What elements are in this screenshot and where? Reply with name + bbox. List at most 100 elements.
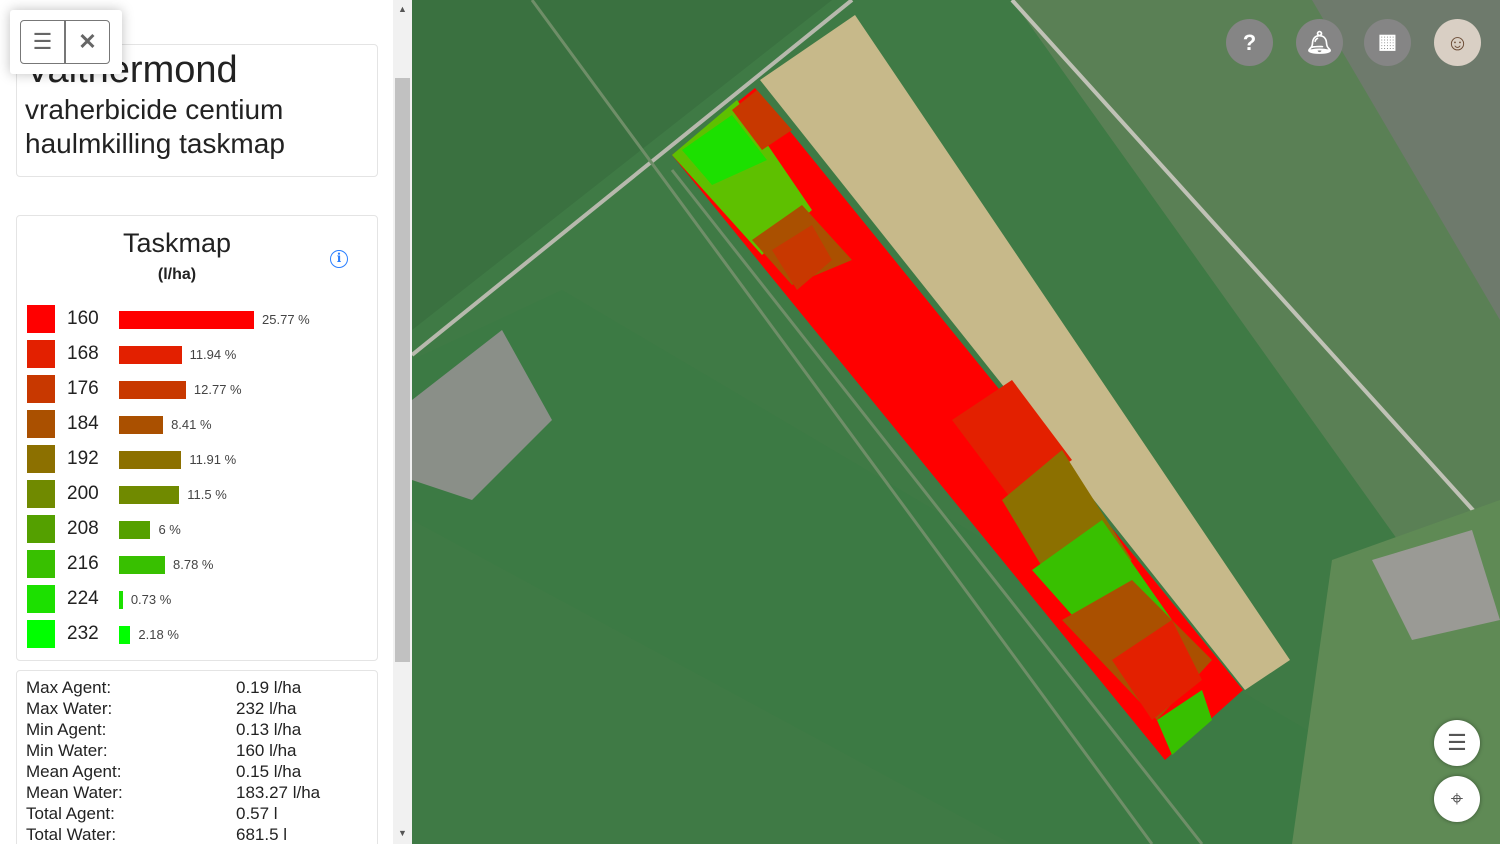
legend-item: 176 12.77 % <box>27 375 367 403</box>
side-panel: Valthermond vraherbicide centium haulmki… <box>0 0 412 844</box>
avatar-face-icon: ☺ <box>1446 30 1469 55</box>
stat-row: Total Water: 681.5 l <box>26 824 368 844</box>
legend-percent: 12.77 % <box>193 382 242 397</box>
legend-swatch <box>27 410 55 438</box>
legend-value: 200 <box>67 483 99 504</box>
stat-label: Max Agent: <box>26 678 112 697</box>
stat-row: Mean Water: 183.27 l/ha <box>26 782 368 803</box>
legend-bar <box>119 556 165 574</box>
stats-card: Max Agent: 0.19 l/ha Max Water: 232 l/ha Min… <box>16 670 378 844</box>
map-view[interactable]: ? 🔔︎ ▦ ☺ ☰ ⌖ <box>412 0 1500 844</box>
scroll-down-icon[interactable]: ▼ <box>398 828 407 838</box>
bell-icon: 🔔︎ <box>1305 30 1334 55</box>
stat-row: Max Water: 232 l/ha <box>26 698 368 719</box>
close-icon: ✕ <box>78 29 97 54</box>
info-icon[interactable]: i <box>330 250 348 268</box>
stat-label: Total Water: <box>26 825 117 844</box>
legend-percent: 11.94 % <box>189 347 237 362</box>
legend-value: 176 <box>67 378 99 399</box>
legend-swatch <box>27 445 55 473</box>
stat-label: Total Agent: <box>26 804 115 823</box>
legend-item: 216 8.78 % <box>27 550 367 578</box>
stat-row: Total Agent: 0.57 l <box>26 803 368 824</box>
legend-value: 232 <box>67 623 99 644</box>
legend-bar <box>119 591 123 609</box>
legend-swatch <box>27 305 55 333</box>
hamburger-icon: ☰ <box>32 29 53 54</box>
stat-label: Mean Water: <box>26 783 123 802</box>
scrollbar-thumb[interactable] <box>395 78 410 662</box>
satellite-map <box>412 0 1500 844</box>
legend-bar <box>119 416 164 434</box>
legend-swatch <box>27 515 55 543</box>
legend-bar <box>119 521 151 539</box>
notifications-button[interactable]: 🔔︎ <box>1296 19 1343 66</box>
legend-value: 160 <box>67 308 99 329</box>
apps-button[interactable]: ▦ <box>1364 19 1411 66</box>
legend-value: 224 <box>67 588 99 609</box>
stat-value: 0.13 l/ha <box>236 720 302 739</box>
stat-row: Mean Agent: 0.15 l/ha <box>26 761 368 782</box>
panel-scrollbar[interactable]: ▲ ▼ <box>393 0 412 844</box>
legend-bar <box>119 626 131 644</box>
legend-item: 160 25.77 % <box>27 305 367 333</box>
legend-card: Taskmap (l/ha) i 160 25.77 % 168 11.94 %… <box>16 215 378 661</box>
menu-button[interactable]: ☰ <box>20 20 65 64</box>
legend-bar <box>119 381 186 399</box>
legend-percent: 2.18 % <box>138 627 179 642</box>
legend-title: Taskmap <box>122 228 232 258</box>
stat-value: 183.27 l/ha <box>236 783 321 802</box>
stat-value: 0.19 l/ha <box>236 678 302 697</box>
legend-percent: 25.77 % <box>262 312 310 327</box>
panel-toolbox: ☰ ✕ <box>10 10 122 74</box>
legend-item: 232 2.18 % <box>27 620 367 648</box>
stat-value: 232 l/ha <box>236 699 297 718</box>
legend-percent: 8.41 % <box>171 417 212 432</box>
legend-item: 168 11.94 % <box>27 340 367 368</box>
legend-value: 216 <box>67 553 99 574</box>
legend-percent: 8.78 % <box>173 557 214 572</box>
legend-bar <box>119 486 180 504</box>
legend-swatch <box>27 620 55 648</box>
legend-percent: 11.5 % <box>187 487 227 502</box>
legend-item: 192 11.91 % <box>27 445 367 473</box>
user-avatar[interactable]: ☺ <box>1434 19 1481 66</box>
legend-swatch <box>27 585 55 613</box>
legend-bar <box>119 311 255 329</box>
legend-bar <box>119 346 182 364</box>
legend-swatch <box>27 480 55 508</box>
locate-button[interactable]: ⌖ <box>1434 776 1480 822</box>
locate-icon: ⌖ <box>1450 786 1464 811</box>
stat-row: Min Water: 160 l/ha <box>26 740 368 761</box>
legend-value: 192 <box>67 448 99 469</box>
legend-percent: 0.73 % <box>130 592 172 607</box>
legend-item: 224 0.73 % <box>27 585 367 613</box>
scroll-up-icon[interactable]: ▲ <box>398 4 407 14</box>
apps-grid-icon: ▦ <box>1378 31 1397 53</box>
legend-swatch <box>27 340 55 368</box>
field-boundary <box>760 15 1290 690</box>
help-button[interactable]: ? <box>1226 19 1273 66</box>
legend-value: 168 <box>67 343 99 364</box>
taskmap-subtitle: vraherbicide centium haulmkilling taskma… <box>25 94 285 159</box>
stat-row: Max Agent: 0.19 l/ha <box>26 677 368 698</box>
legend-bar <box>119 451 182 469</box>
close-button[interactable]: ✕ <box>65 20 110 64</box>
stat-label: Min Water: <box>26 741 108 760</box>
legend-item: 184 8.41 % <box>27 410 367 438</box>
stat-value: 681.5 l <box>236 825 288 844</box>
help-icon: ? <box>1242 30 1257 55</box>
legend-unit: (l/ha) <box>157 266 197 283</box>
legend-percent: 6 % <box>158 522 181 537</box>
stat-label: Min Agent: <box>26 720 107 739</box>
stat-label: Max Water: <box>26 699 113 718</box>
stat-value: 0.15 l/ha <box>236 762 302 781</box>
layers-icon: ☰ <box>1447 730 1467 755</box>
legend-value: 208 <box>67 518 99 539</box>
stat-value: 0.57 l <box>236 804 278 823</box>
legend-item: 200 11.5 % <box>27 480 367 508</box>
layers-button[interactable]: ☰ <box>1434 720 1480 766</box>
stat-value: 160 l/ha <box>236 741 297 760</box>
legend-percent: 11.91 % <box>189 452 237 467</box>
legend-value: 184 <box>67 413 99 434</box>
